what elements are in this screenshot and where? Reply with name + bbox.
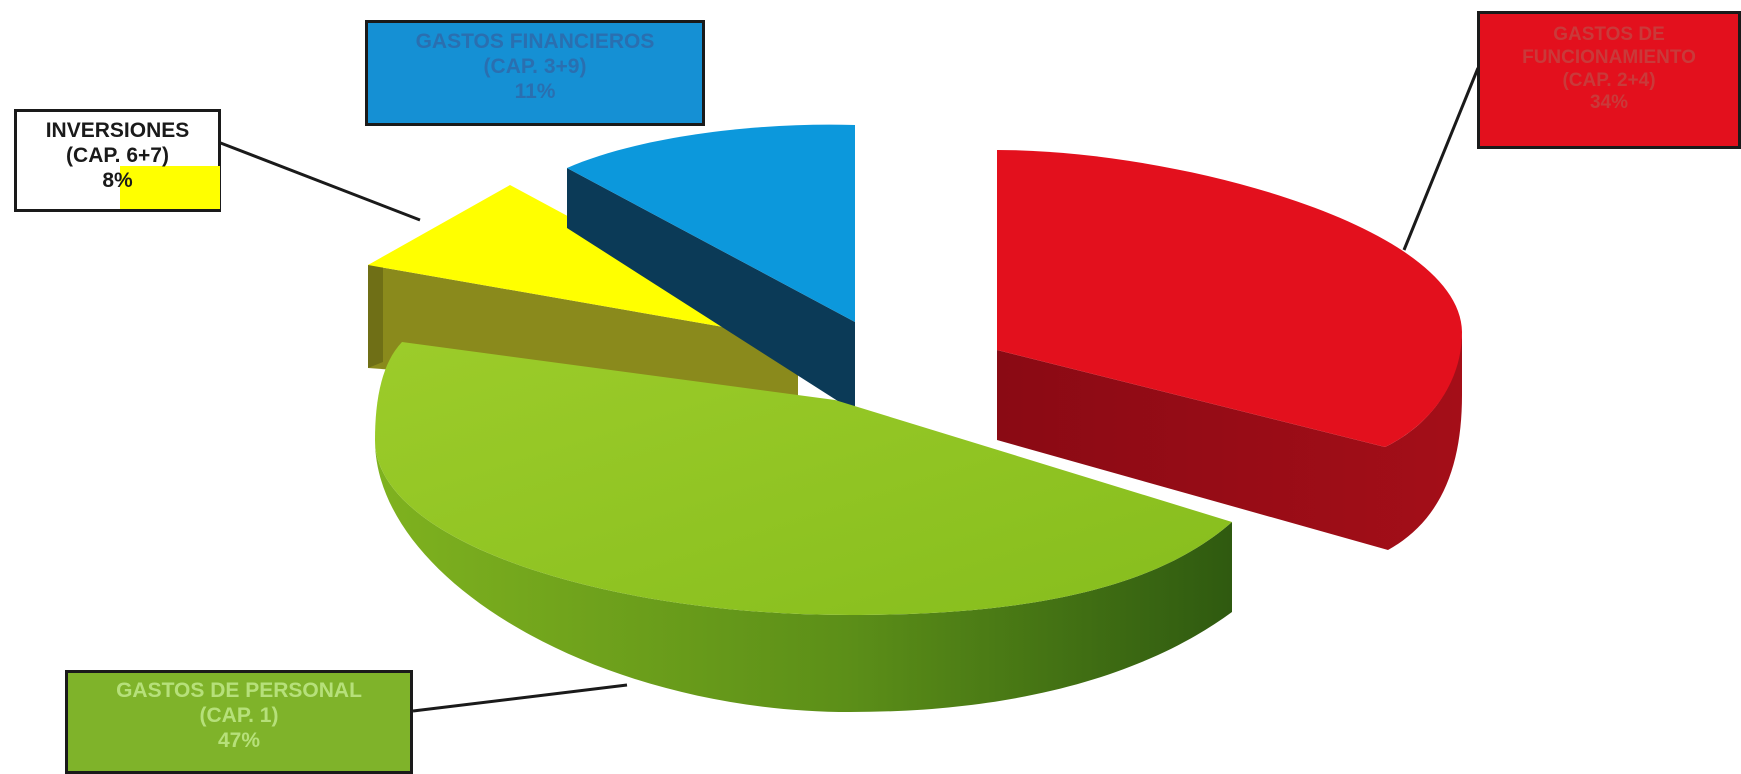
callout-inversiones-highlight — [120, 166, 220, 209]
slice-personal-side — [375, 440, 1232, 712]
callout-financieros-label: GASTOS FINANCIEROS — [415, 30, 655, 53]
callout-financieros-cap: (CAP. 3+9) — [483, 55, 587, 79]
callout-inversiones-cap: (CAP. 6+7) — [66, 144, 169, 168]
callout-funcionamiento-cap: (CAP. 2+4) — [1562, 69, 1656, 91]
callout-financieros-percent: 11% — [514, 80, 556, 104]
callout-funcionamiento-label: GASTOS DE FUNCIONAMIENTO — [1522, 24, 1696, 68]
slice-personal-top — [375, 342, 1232, 615]
leader-line-personal — [412, 683, 628, 713]
callout-personal-percent: 47% — [217, 729, 261, 753]
slice-funcionamiento — [997, 150, 1462, 550]
slice-funcionamiento-top — [997, 150, 1462, 447]
slice-personal — [375, 342, 1232, 712]
callout-funcionamiento-percent: 34% — [1589, 92, 1629, 114]
callout-inversiones-label: INVERSIONES — [45, 119, 190, 142]
callout-personal-cap: (CAP. 1) — [199, 704, 279, 728]
callout-inversiones-percent: 8% — [102, 169, 133, 193]
slice-financieros — [567, 124, 855, 412]
callout-funcionamiento: GASTOS DE FUNCIONAMIENTO (CAP. 2+4) 34% — [1477, 11, 1741, 149]
callout-personal: GASTOS DE PERSONAL (CAP. 1) 47% — [65, 670, 413, 774]
callout-financieros: GASTOS FINANCIEROS (CAP. 3+9) 11% — [365, 20, 705, 126]
callout-personal-label: GASTOS DE PERSONAL — [116, 679, 362, 702]
slice-financieros-top — [567, 124, 855, 322]
slice-inversiones-outer — [368, 262, 383, 368]
slice-funcionamiento-side — [997, 332, 1462, 550]
leader-line-funcionamiento — [1402, 67, 1480, 251]
leader-line-inversiones — [217, 140, 421, 222]
slice-financieros-side — [567, 168, 855, 412]
callout-inversiones: INVERSIONES (CAP. 6+7) 8% — [14, 109, 221, 212]
